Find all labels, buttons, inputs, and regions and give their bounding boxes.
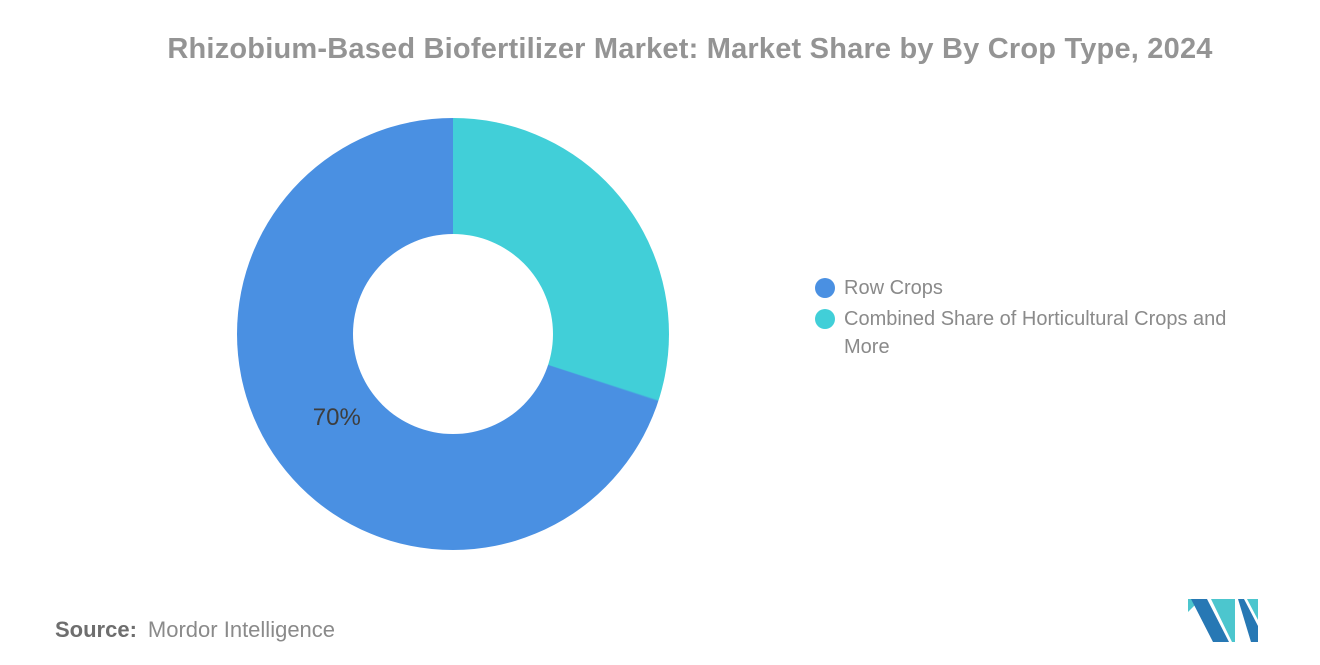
logo-shape [1211,599,1235,642]
source-label: Source: [55,617,137,642]
source-value: Mordor Intelligence [147,617,336,642]
logo-shape [1238,599,1258,642]
legend-item-horticultural-crops: Combined Share of Horticultural Crops an… [815,305,1277,361]
donut-chart: 70% [237,118,669,550]
legend-swatch [815,309,835,329]
legend-label: Row Crops [844,277,943,299]
donut-hole [352,233,554,435]
logo-shape [1191,599,1229,642]
legend: Row Crops Combined Share of Horticultura… [815,274,1277,364]
mordor-intelligence-logo-icon [1188,599,1258,642]
legend-swatch [815,278,835,298]
chart-title: Rhizobium-Based Biofertilizer Market: Ma… [167,33,1213,65]
logo-shape [1247,599,1258,620]
source-line: Source: Mordor Intelligence [55,617,335,643]
donut-data-label: 70% [312,404,361,432]
legend-label: Combined Share of Horticultural Crops an… [844,308,1227,358]
legend-item-row-crops: Row Crops [815,274,1277,302]
